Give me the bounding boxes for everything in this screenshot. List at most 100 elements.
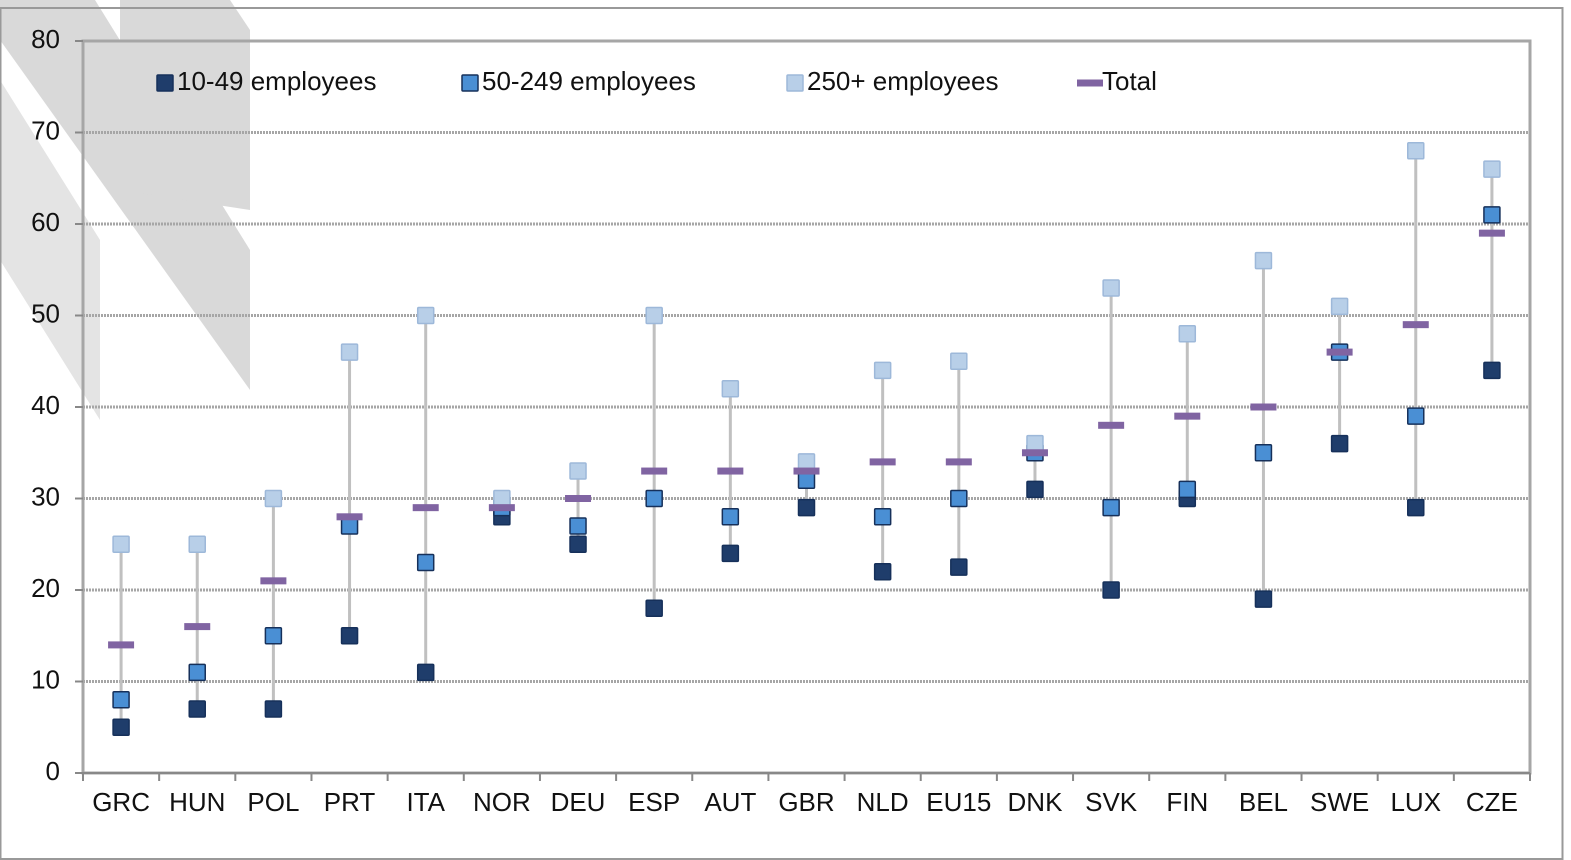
x-tick-label: EU15 — [926, 787, 991, 817]
x-tick-label: DEU — [551, 787, 606, 817]
dot-marker — [873, 361, 892, 380]
y-tick-label: 30 — [31, 481, 60, 511]
dot-marker — [797, 453, 816, 471]
dot-marker — [721, 379, 740, 398]
dot-marker — [1021, 449, 1048, 457]
dot-marker — [950, 489, 968, 508]
dot-marker — [1026, 434, 1044, 453]
dot-marker — [112, 535, 130, 553]
y-tick-label: 60 — [31, 207, 60, 237]
dot-marker — [1254, 590, 1273, 608]
legend-marker — [461, 74, 479, 92]
x-tick-label: POL — [247, 787, 299, 817]
legend-label: 50-249 employees — [482, 66, 696, 96]
dot-marker — [1478, 229, 1505, 237]
legend-label: 10-49 employees — [177, 66, 376, 96]
x-tick-label: SVK — [1085, 787, 1138, 817]
dot-marker — [416, 306, 435, 325]
dot-marker — [1407, 407, 1425, 425]
dot-marker — [645, 489, 663, 508]
dot-marker — [188, 663, 206, 682]
legend-marker — [1077, 79, 1103, 87]
dot-marker — [1254, 444, 1273, 462]
dot-marker — [264, 700, 283, 718]
x-tick-label: ESP — [628, 787, 680, 817]
x-tick-label: DNK — [1008, 787, 1064, 817]
dot-marker — [264, 489, 283, 508]
y-tick-label: 40 — [31, 390, 60, 420]
legend-label: 250+ employees — [807, 66, 999, 96]
x-tick-label: GBR — [778, 787, 834, 817]
dot-marker — [645, 306, 663, 325]
legend-label: Total — [1102, 66, 1157, 96]
x-tick-label: SWE — [1310, 787, 1369, 817]
dot-marker — [340, 343, 359, 361]
watermark — [120, 0, 250, 210]
x-tick-label: NOR — [473, 787, 531, 817]
legend-marker — [786, 74, 804, 92]
dot-marker — [493, 489, 511, 508]
dot-marker — [412, 504, 439, 512]
dot-marker — [340, 517, 359, 535]
dot-marker — [717, 467, 744, 475]
y-tick-label: 0 — [46, 756, 60, 786]
chart-border — [0, 7, 1564, 860]
dot-marker — [569, 535, 587, 553]
dot-marker — [641, 467, 668, 475]
dot-marker — [108, 641, 135, 649]
x-tick-label: HUN — [169, 787, 225, 817]
dot-marker — [1102, 581, 1120, 599]
dot-marker — [260, 577, 287, 585]
dot-marker — [1026, 480, 1044, 499]
y-tick-label: 50 — [31, 298, 60, 328]
dot-marker — [721, 508, 740, 526]
y-tick-label: 10 — [31, 664, 60, 694]
dot-marker — [184, 623, 211, 631]
dot-marker — [945, 458, 972, 466]
watermark — [0, 80, 100, 420]
dot-marker — [793, 467, 820, 475]
dot-marker — [416, 663, 435, 682]
x-tick-label: CZE — [1466, 787, 1518, 817]
dot-marker — [873, 562, 892, 581]
dot-marker — [1178, 325, 1197, 343]
dot-marker — [869, 458, 896, 466]
x-tick-label: PRT — [324, 787, 376, 817]
dot-marker — [1102, 279, 1120, 297]
dot-marker — [1483, 361, 1501, 380]
dot-marker — [416, 553, 435, 572]
dot-marker — [950, 558, 968, 576]
watermark — [0, 0, 250, 390]
dot-marker — [336, 513, 363, 521]
x-tick-label: LUX — [1390, 787, 1441, 817]
x-tick-label: NLD — [857, 787, 909, 817]
y-tick-label: 20 — [31, 573, 60, 603]
dot-marker — [1407, 142, 1425, 160]
x-tick-label: BEL — [1239, 787, 1288, 817]
y-tick-label: 80 — [31, 24, 60, 54]
dot-marker — [264, 627, 283, 645]
dot-marker — [1250, 403, 1277, 411]
dot-marker — [188, 535, 206, 553]
dot-marker — [488, 504, 515, 512]
dot-marker — [1326, 348, 1353, 356]
dot-marker — [1407, 498, 1425, 517]
dot-marker — [1178, 480, 1197, 499]
dot-marker — [1254, 251, 1273, 270]
dot-marker — [1102, 498, 1120, 517]
dot-marker — [112, 691, 130, 709]
x-tick-label: GRC — [92, 787, 150, 817]
dot-marker — [569, 517, 587, 535]
dot-marker — [721, 544, 740, 563]
dot-marker — [1174, 412, 1201, 420]
x-tick-label: AUT — [704, 787, 756, 817]
dot-marker — [1330, 434, 1349, 453]
dot-marker — [645, 599, 663, 618]
dot-marker — [112, 718, 130, 736]
dot-marker — [873, 508, 892, 526]
legend-marker — [156, 74, 174, 92]
dot-marker — [569, 462, 587, 480]
dot-marker — [565, 495, 592, 502]
